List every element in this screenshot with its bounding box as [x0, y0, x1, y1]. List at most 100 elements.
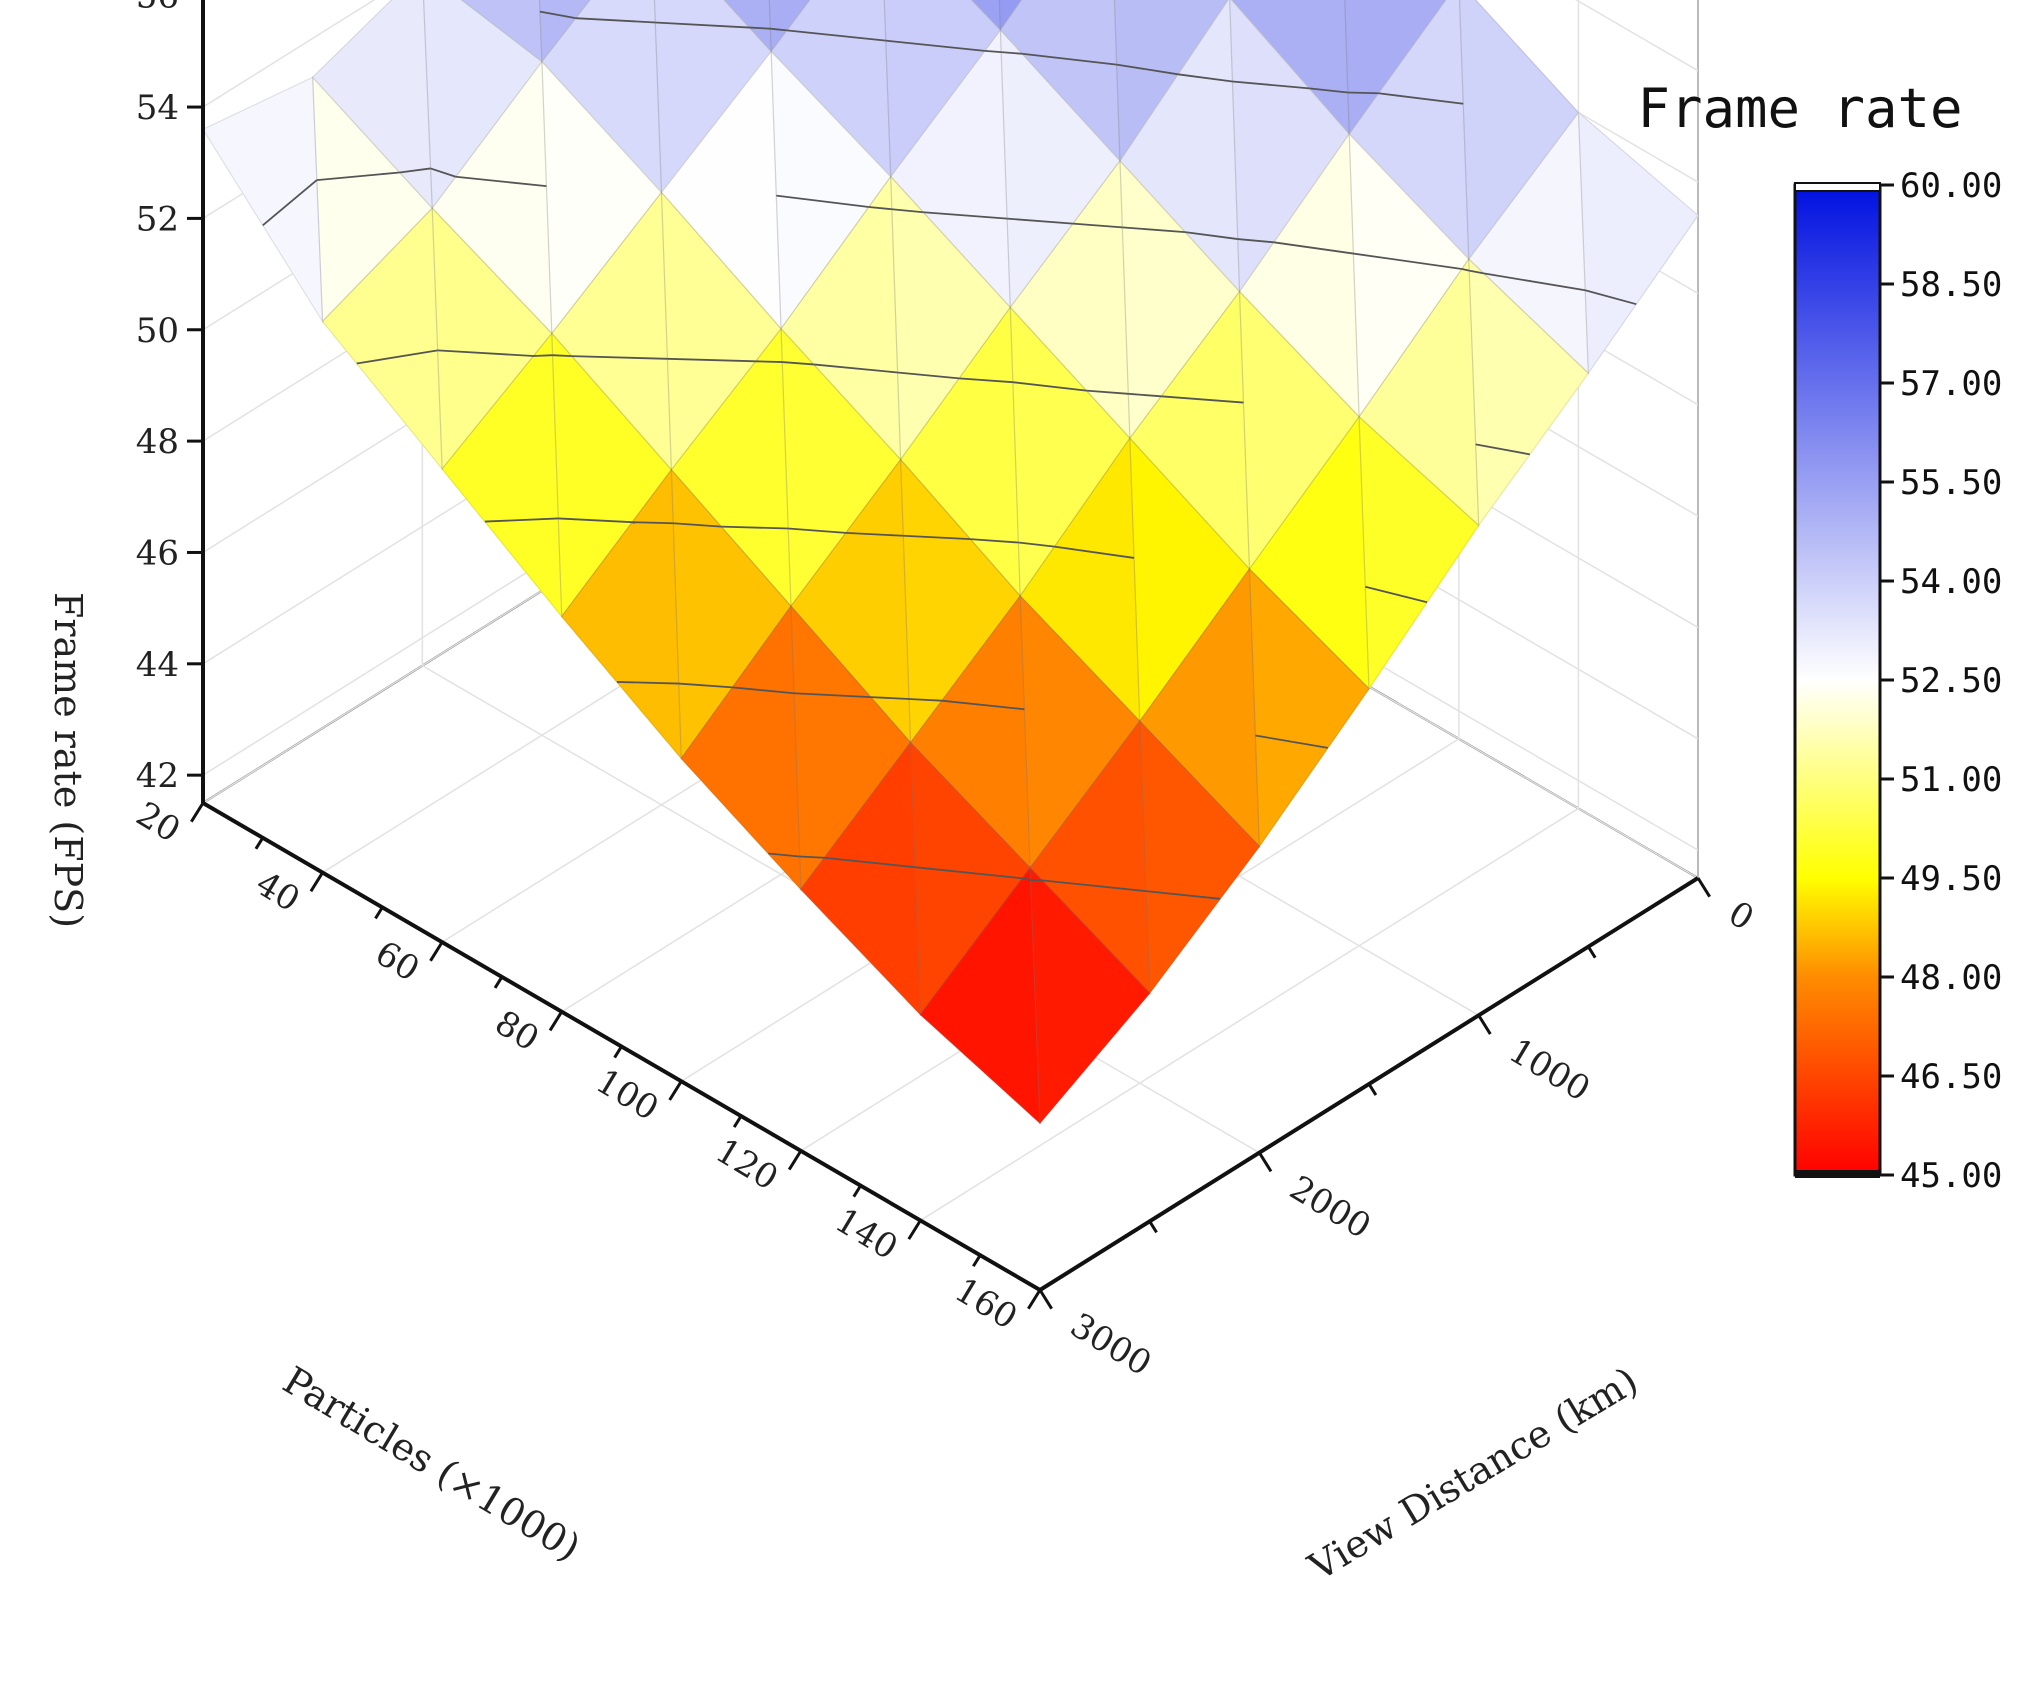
- surface-mesh: [551, 331, 673, 619]
- contour-line: [1469, 269, 1484, 275]
- surface-mesh: [1238, 290, 1360, 571]
- contour-line: [732, 686, 795, 695]
- surface-mesh: [431, 59, 553, 335]
- surface-mesh: [889, 28, 1011, 310]
- contour-line: [824, 856, 916, 869]
- legend-title: Frame rate: [1637, 77, 1962, 140]
- legend-tick-label: 55.50: [1900, 463, 2002, 503]
- legend-tick-label: 57.00: [1900, 364, 2002, 404]
- contour-line: [1007, 217, 1074, 225]
- surface-mesh: [311, 0, 433, 210]
- surface-plot: [202, 0, 1699, 1125]
- surface-mesh: [790, 604, 912, 891]
- contour-line: [870, 696, 910, 700]
- surface-mesh: [441, 331, 563, 619]
- contour-line: [770, 27, 787, 32]
- x-tick-label: 140: [828, 1200, 904, 1268]
- legend-color-bar: [1793, 183, 1882, 1177]
- surface-facet: [919, 866, 1041, 1125]
- surface-mesh: [660, 190, 782, 472]
- contour-line: [1232, 80, 1310, 90]
- contour-line: [1161, 395, 1244, 404]
- contour-line: [571, 355, 668, 360]
- x-tick-mark: [787, 1150, 803, 1171]
- surface-mesh: [541, 0, 663, 194]
- contour-line: [1022, 877, 1031, 881]
- x-tick-mark: [972, 1254, 982, 1268]
- surface-mesh: [1467, 110, 1589, 375]
- x-tick-label: 160: [948, 1270, 1024, 1338]
- legend-tick-label: 46.50: [1900, 1057, 2002, 1097]
- x-tick-mark: [190, 802, 205, 823]
- surface-mesh: [800, 740, 922, 1016]
- x-tick-mark: [668, 1080, 683, 1101]
- color-legend: Frame rate 60.00 58.50 57.00 55.50 54.00 52.5…: [1637, 77, 2002, 1196]
- surface-mesh: [541, 59, 663, 336]
- x-tick-mark: [309, 871, 324, 893]
- z-axis-title: Frame rate (FPS): [46, 592, 90, 928]
- legend-tick-label: 49.50: [1900, 859, 2002, 899]
- contour-line: [1012, 381, 1087, 392]
- contour-line: [1018, 541, 1055, 548]
- contour-line: [755, 360, 783, 363]
- surface-mesh: [909, 594, 1031, 870]
- contour-line: [891, 208, 924, 214]
- contour-line: [1347, 91, 1379, 95]
- surface-mesh: [780, 174, 902, 462]
- contour-line: [533, 354, 553, 357]
- contour-line: [984, 50, 1002, 54]
- surface-mesh: [653, 0, 772, 195]
- surface-mesh: [770, 49, 892, 331]
- surface-mesh: [1119, 0, 1241, 294]
- contour-line: [655, 21, 750, 29]
- surface-mesh: [1358, 257, 1480, 527]
- surface-mesh: [1129, 436, 1251, 723]
- contour-line: [437, 349, 534, 357]
- y-tick-mark: [1477, 1014, 1492, 1035]
- contour-line: [786, 29, 886, 42]
- surface-mesh: [321, 206, 443, 471]
- x-tick-label: 20: [129, 794, 187, 851]
- y-tick-label: 1000: [1502, 1031, 1597, 1110]
- x-tick-mark: [907, 1219, 922, 1240]
- x-tick-label: 120: [709, 1131, 785, 1199]
- contour-line: [1309, 87, 1348, 94]
- x-tick-mark: [732, 1115, 743, 1128]
- surface-mesh: [460, 0, 543, 63]
- contour-line: [673, 522, 722, 528]
- y-tick-mark: [1696, 877, 1711, 898]
- surface-mesh: [1129, 289, 1251, 571]
- x-tick-mark: [548, 1010, 563, 1032]
- contour-line: [1461, 268, 1470, 272]
- surface-mesh: [999, 0, 1121, 163]
- contour-line: [903, 534, 971, 541]
- surface-mesh: [899, 457, 1021, 745]
- surface-mesh: [312, 75, 434, 323]
- contour-line: [799, 855, 825, 859]
- contour-line: [768, 852, 800, 858]
- surface-mesh: [1229, 0, 1350, 294]
- contour-line: [667, 357, 756, 363]
- x-tick-mark: [613, 1045, 623, 1059]
- contour-line: [1054, 545, 1135, 559]
- x-tick-label: 40: [249, 864, 307, 921]
- contour-line: [813, 363, 898, 374]
- surface-mesh: [431, 206, 553, 471]
- legend-tick-label: 54.00: [1900, 562, 2002, 602]
- surface-mesh: [660, 49, 782, 331]
- legend-tick-label: 60.00: [1900, 166, 2002, 206]
- contour-line: [749, 26, 771, 30]
- surface-mesh: [1009, 159, 1131, 440]
- contour-line: [1001, 51, 1023, 55]
- contour-line: [1237, 238, 1274, 244]
- surface-mesh: [1009, 305, 1131, 598]
- contour-line: [616, 681, 679, 685]
- y-tick-mark: [1258, 1151, 1273, 1173]
- z-tick-label: 42: [136, 756, 179, 796]
- contour-line: [455, 175, 547, 188]
- contour-line: [558, 517, 633, 524]
- contour-line: [678, 682, 733, 689]
- contour-line: [1475, 443, 1531, 456]
- contour-line: [1365, 585, 1428, 604]
- contour-line: [788, 527, 846, 534]
